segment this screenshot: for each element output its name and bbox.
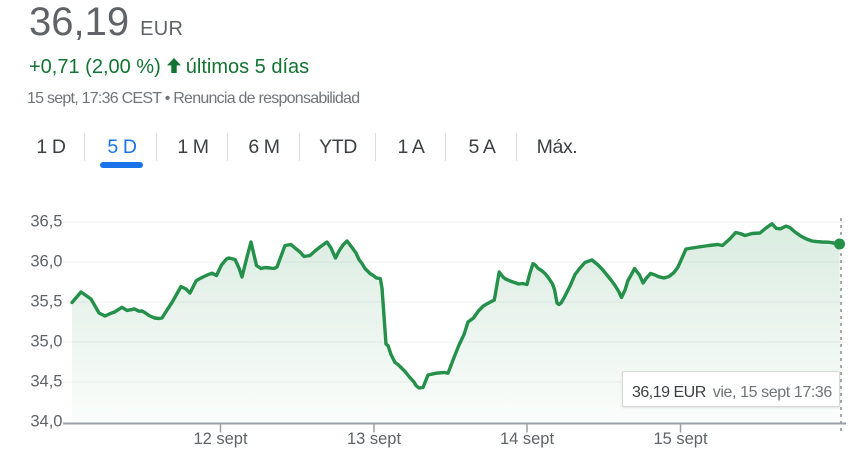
svg-text:35,0: 35,0: [30, 333, 62, 351]
svg-text:35,5: 35,5: [30, 293, 62, 311]
svg-text:13 sept: 13 sept: [347, 430, 402, 448]
svg-text:36,0: 36,0: [30, 253, 62, 271]
svg-text:34,0: 34,0: [30, 413, 62, 431]
svg-text:36,5: 36,5: [30, 213, 62, 231]
svg-text:14 sept: 14 sept: [500, 430, 555, 448]
svg-text:15 sept: 15 sept: [653, 430, 708, 448]
svg-text:12 sept: 12 sept: [193, 430, 248, 448]
svg-text:34,5: 34,5: [30, 373, 62, 391]
